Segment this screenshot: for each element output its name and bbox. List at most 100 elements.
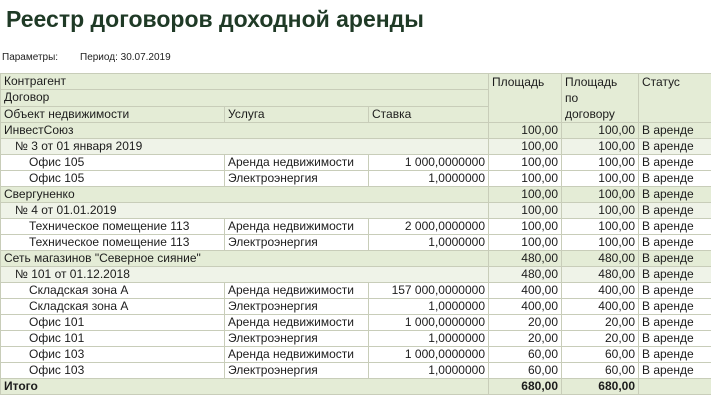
service-name: Аренда недвижимости [224,282,369,299]
object-row: Складская зона А Электроэнергия 1,0000000 4… [0,298,711,315]
object-name: Офис 101 [0,330,225,347]
object-row: Техническое помещение 113 Аренда недвижим… [0,218,711,235]
contract-name: № 3 от 01 января 2019 [0,138,489,155]
area-value: 100,00 [488,186,562,203]
rate-value: 1,0000000 [368,298,489,315]
area-value: 100,00 [488,234,562,251]
total-area: 680,00 [488,378,562,395]
service-name: Электроэнергия [224,234,369,251]
area-value: 480,00 [488,250,562,267]
area-value: 100,00 [488,138,562,155]
report-parameters: Параметры: Период: 30.07.2019 [2,52,171,63]
object-name: Офис 101 [0,314,225,331]
object-row: Техническое помещение 113 Электроэнергия 1… [0,234,711,251]
area-contract-value: 60,00 [561,362,639,379]
area-contract-value: 480,00 [561,250,639,267]
header-status: Статус [638,73,711,123]
rate-value: 1 000,0000000 [368,346,489,363]
header-object: Объект недвижимости [0,105,225,124]
object-name: Техническое помещение 113 [0,218,225,235]
service-name: Аренда недвижимости [224,346,369,363]
period-value: Период: 30.07.2019 [80,52,171,63]
object-row: Офис 101 Электроэнергия 1,0000000 20,00 20,0… [0,330,711,347]
status-value: В аренде [638,298,711,315]
status-value: В аренде [638,218,711,235]
header-rate: Ставка [368,105,489,124]
object-name: Техническое помещение 113 [0,234,225,251]
header-area: Площадь [488,73,562,123]
contracts-registry-table: Контрагент Площадь Площадь по договору С… [0,72,711,395]
table-body: ИнвестСоюз 100,00 100,00 В аренде № 3 от 01 … [0,122,711,379]
area-value: 100,00 [488,170,562,187]
service-name: Электроэнергия [224,362,369,379]
rate-value: 1 000,0000000 [368,154,489,171]
area-value: 480,00 [488,266,562,283]
area-contract-value: 100,00 [561,218,639,235]
header-dogovor: Договор [0,89,489,107]
area-contract-value: 60,00 [561,346,639,363]
area-value: 400,00 [488,282,562,299]
status-value: В аренде [638,282,711,299]
object-name: Офис 105 [0,170,225,187]
parameters-label: Параметры: [2,52,59,63]
area-contract-value: 100,00 [561,122,639,139]
service-name: Электроэнергия [224,330,369,347]
status-value: В аренде [638,138,711,155]
status-value: В аренде [638,122,711,139]
area-contract-value: 100,00 [561,154,639,171]
object-name: Складская зона А [0,282,225,299]
header-service: Услуга [224,105,369,124]
report-title: Реестр договоров доходной аренды [6,6,424,32]
object-row: Офис 103 Электроэнергия 1,0000000 60,00 60,0… [0,362,711,379]
object-name: Офис 105 [0,154,225,171]
contract-name: № 4 от 01.01.2019 [0,202,489,219]
counterparty-name: Сеть магазинов "Северное сияние" [0,250,489,267]
contract-name: № 101 от 01.12.2018 [0,266,489,283]
service-name: Аренда недвижимости [224,218,369,235]
contract-row: № 4 от 01.01.2019 100,00 100,00 В аренде [0,202,711,219]
object-row: Офис 103 Аренда недвижимости 1 000,0000000… [0,346,711,363]
rate-value: 1 000,0000000 [368,314,489,331]
status-value: В аренде [638,346,711,363]
area-value: 60,00 [488,362,562,379]
area-contract-value: 20,00 [561,314,639,331]
object-row: Офис 105 Электроэнергия 1,0000000 100,00 100… [0,170,711,187]
object-row: Офис 101 Аренда недвижимости 1 000,0000000… [0,314,711,331]
rate-value: 1,0000000 [368,170,489,187]
area-contract-value: 100,00 [561,202,639,219]
status-value: В аренде [638,330,711,347]
area-value: 100,00 [488,218,562,235]
area-contract-value: 100,00 [561,138,639,155]
counterparty-row: Свергуненко 100,00 100,00 В аренде [0,186,711,203]
rate-value: 1,0000000 [368,234,489,251]
counterparty-name: Свергуненко [0,186,489,203]
counterparty-name: ИнвестСоюз [0,122,489,139]
counterparty-row: ИнвестСоюз 100,00 100,00 В аренде [0,122,711,139]
area-contract-value: 100,00 [561,170,639,187]
area-contract-value: 400,00 [561,298,639,315]
area-value: 60,00 [488,346,562,363]
status-value: В аренде [638,362,711,379]
service-name: Аренда недвижимости [224,154,369,171]
status-value: В аренде [638,266,711,283]
area-value: 100,00 [488,122,562,139]
rate-value: 1,0000000 [368,330,489,347]
object-row: Офис 105 Аренда недвижимости 1 000,0000000… [0,154,711,171]
total-row: Итого 680,00 680,00 [0,378,711,395]
service-name: Электроэнергия [224,298,369,315]
status-value: В аренде [638,234,711,251]
object-name: Складская зона А [0,298,225,315]
status-value: В аренде [638,250,711,267]
area-value: 20,00 [488,314,562,331]
service-name: Аренда недвижимости [224,314,369,331]
service-name: Электроэнергия [224,170,369,187]
status-value: В аренде [638,314,711,331]
area-contract-value: 400,00 [561,282,639,299]
object-name: Офис 103 [0,362,225,379]
area-contract-value: 100,00 [561,186,639,203]
area-contract-value: 100,00 [561,234,639,251]
object-name: Офис 103 [0,346,225,363]
area-contract-value: 480,00 [561,266,639,283]
area-value: 100,00 [488,202,562,219]
total-area-contract: 680,00 [561,378,639,395]
